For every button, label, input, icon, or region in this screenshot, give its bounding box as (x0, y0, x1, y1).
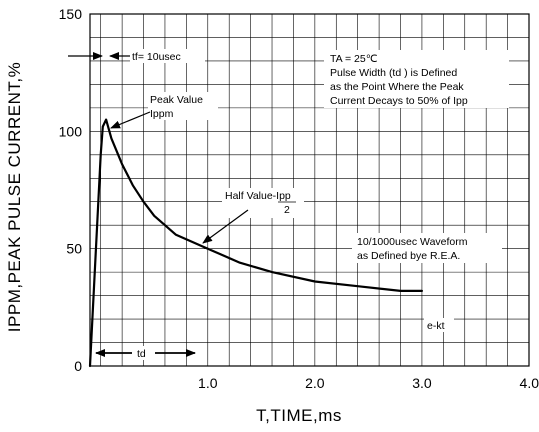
y-axis-title: IPPM,PEAK PULSE CURRENT,% (5, 62, 24, 332)
conditions-annotation: TA = 25℃ Pulse Width (td ) is Defined as… (324, 50, 509, 108)
half-value-line2: 2 (284, 204, 290, 216)
peak-label-line2: Ippm (150, 108, 174, 120)
x-tick-label: 4.0 (520, 375, 539, 391)
x-tick-label: 2.0 (305, 375, 325, 391)
y-tick-label: 0 (74, 358, 82, 374)
half-value-arrow (202, 209, 249, 244)
td-annotation: td (95, 346, 196, 360)
td-label: td (137, 348, 146, 360)
conditions-line4: Current Decays to 50% of Ipp (330, 95, 468, 107)
x-tick-label: 1.0 (198, 375, 218, 391)
waveform-line1: 10/1000usec Waveform (357, 236, 468, 248)
y-tick-label: 100 (59, 123, 83, 139)
plot-frame (89, 13, 530, 367)
x-axis-title: T,TIME,ms (256, 406, 342, 425)
peak-annotation: Peak Value Ippm (110, 92, 218, 129)
peak-arrow (110, 111, 151, 129)
curve-layer (88, 118, 423, 368)
x-tick-label: 3.0 (412, 375, 432, 391)
current-waveform-line (88, 118, 423, 368)
ekt-annotation: e-kt (424, 318, 454, 332)
peak-label-line1: Peak Value (150, 94, 203, 106)
tick-labels: 0 50 100 150 1.0 2.0 3.0 4.0 (59, 6, 539, 391)
half-value-annotation: Half Value-Ipp 2 (202, 188, 304, 244)
waveform-annotation: 10/1000usec Waveform as Defined bye R.E.… (352, 233, 502, 263)
conditions-line3: as the Point Where the Peak (330, 81, 464, 93)
y-tick-label: 150 (59, 6, 83, 22)
tf-label: tf= 10usec (132, 51, 181, 63)
y-tick-label: 50 (66, 241, 82, 257)
tf-annotation: tf= 10usec (68, 49, 205, 63)
waveform-line2: as Defined bye R.E.A. (357, 250, 460, 262)
conditions-line1: TA = 25℃ (330, 53, 378, 65)
ekt-label: e-kt (427, 320, 445, 332)
half-value-line1: Half Value-Ipp (225, 190, 291, 202)
conditions-line2: Pulse Width (td ) is Defined (330, 67, 457, 79)
